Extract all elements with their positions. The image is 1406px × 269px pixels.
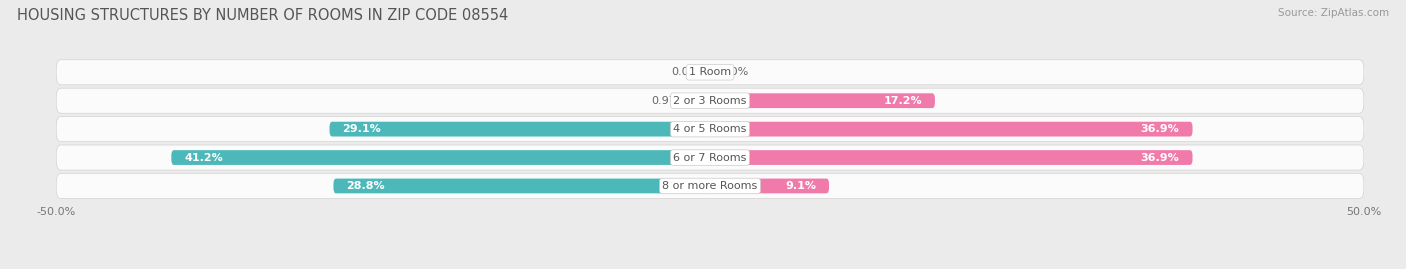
Text: 0.0%: 0.0% (720, 67, 749, 77)
Text: 9.1%: 9.1% (785, 181, 815, 191)
Text: 17.2%: 17.2% (883, 96, 922, 106)
Text: 8 or more Rooms: 8 or more Rooms (662, 181, 758, 191)
Text: 29.1%: 29.1% (343, 124, 381, 134)
Text: 36.9%: 36.9% (1140, 153, 1180, 162)
Text: 28.8%: 28.8% (346, 181, 385, 191)
Text: 36.9%: 36.9% (1140, 124, 1180, 134)
Text: Source: ZipAtlas.com: Source: ZipAtlas.com (1278, 8, 1389, 18)
FancyBboxPatch shape (710, 150, 1192, 165)
Text: 41.2%: 41.2% (184, 153, 224, 162)
Text: HOUSING STRUCTURES BY NUMBER OF ROOMS IN ZIP CODE 08554: HOUSING STRUCTURES BY NUMBER OF ROOMS IN… (17, 8, 508, 23)
FancyBboxPatch shape (710, 122, 1192, 136)
FancyBboxPatch shape (56, 145, 1364, 170)
FancyBboxPatch shape (56, 60, 1364, 85)
Text: 2 or 3 Rooms: 2 or 3 Rooms (673, 96, 747, 106)
FancyBboxPatch shape (329, 122, 710, 136)
FancyBboxPatch shape (710, 93, 935, 108)
FancyBboxPatch shape (697, 93, 710, 108)
FancyBboxPatch shape (56, 174, 1364, 199)
Text: 6 or 7 Rooms: 6 or 7 Rooms (673, 153, 747, 162)
FancyBboxPatch shape (172, 150, 710, 165)
Text: 0.0%: 0.0% (671, 67, 700, 77)
FancyBboxPatch shape (56, 117, 1364, 141)
FancyBboxPatch shape (710, 179, 830, 193)
Text: 4 or 5 Rooms: 4 or 5 Rooms (673, 124, 747, 134)
FancyBboxPatch shape (56, 88, 1364, 113)
Text: 0.97%: 0.97% (651, 96, 688, 106)
Text: 1 Room: 1 Room (689, 67, 731, 77)
FancyBboxPatch shape (333, 179, 710, 193)
